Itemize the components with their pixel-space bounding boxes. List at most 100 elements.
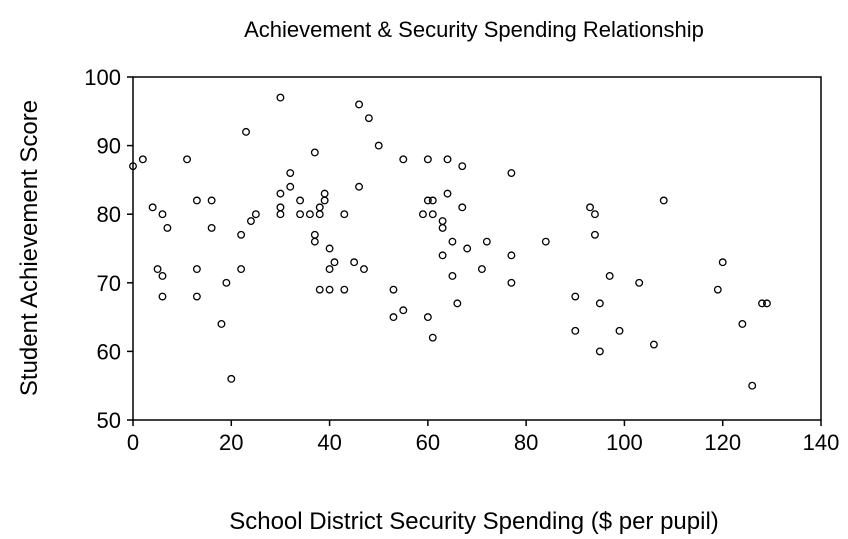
- data-point: [428, 196, 437, 205]
- data-point: [571, 292, 580, 301]
- y-tick-label: 70: [97, 271, 121, 296]
- y-axis-label: Student Achievement Score: [16, 100, 43, 396]
- data-point: [207, 196, 216, 205]
- data-point: [246, 217, 255, 226]
- data-point: [296, 210, 305, 219]
- data-point: [438, 217, 447, 226]
- data-point: [222, 278, 231, 287]
- data-point: [590, 230, 599, 239]
- data-point: [507, 278, 516, 287]
- data-point: [605, 271, 614, 280]
- y-tick-label: 50: [97, 408, 121, 433]
- data-point: [423, 313, 432, 322]
- data-point: [158, 292, 167, 301]
- data-point: [482, 237, 491, 246]
- data-point: [330, 258, 339, 267]
- data-point: [586, 203, 594, 212]
- data-point: [325, 244, 334, 253]
- data-point: [320, 196, 329, 205]
- data-point: [158, 210, 167, 219]
- data-point: [507, 251, 516, 260]
- x-tick-label: 120: [704, 430, 741, 455]
- data-point: [649, 340, 658, 349]
- data-point: [315, 285, 324, 294]
- data-point: [659, 196, 668, 205]
- data-point: [355, 100, 364, 109]
- data-point: [399, 306, 408, 315]
- data-point: [758, 299, 766, 308]
- data-point: [453, 299, 462, 308]
- data-point: [207, 223, 216, 232]
- data-point: [399, 155, 408, 164]
- y-tick-label: 60: [97, 339, 121, 364]
- data-point: [242, 127, 250, 136]
- data-point: [355, 182, 364, 191]
- data-point: [320, 189, 329, 198]
- data-point: [183, 155, 192, 164]
- x-tick-label: 0: [127, 430, 139, 455]
- data-point: [374, 141, 383, 150]
- data-point: [163, 223, 172, 232]
- x-axis: 0 20 40 60 80 100 120 140: [127, 420, 839, 455]
- data-point: [443, 155, 452, 164]
- data-point: [635, 278, 644, 287]
- chart-title: Achievement & Security Spending Relation…: [244, 17, 704, 42]
- data-point: [350, 258, 359, 267]
- data-point: [438, 251, 447, 260]
- data-point: [340, 285, 349, 294]
- data-point: [340, 210, 349, 219]
- data-point: [428, 210, 437, 219]
- data-point: [448, 271, 457, 280]
- y-tick-label: 90: [97, 134, 121, 159]
- data-point: [748, 381, 757, 390]
- data-point: [286, 182, 295, 191]
- x-tick-label: 40: [317, 430, 341, 455]
- y-axis: 50 60 70 80 90 100: [84, 65, 133, 433]
- x-tick-label: 100: [606, 430, 643, 455]
- data-point: [571, 326, 580, 335]
- data-point: [148, 203, 157, 212]
- data-point: [276, 210, 285, 219]
- data-point: [507, 169, 516, 177]
- data-point: [762, 299, 771, 308]
- data-point: [428, 333, 437, 342]
- x-tick-label: 20: [219, 430, 243, 455]
- data-point: [389, 285, 398, 294]
- data-point: [595, 299, 604, 308]
- data-point: [315, 210, 324, 219]
- data-point: [463, 244, 472, 253]
- data-point: [438, 223, 447, 232]
- data-point: [738, 320, 747, 328]
- data-point: [237, 230, 246, 239]
- x-tick-label: 140: [803, 430, 840, 455]
- data-point: [192, 292, 201, 301]
- data-point: [718, 258, 727, 267]
- data-point: [325, 285, 334, 294]
- data-point: [276, 93, 285, 102]
- data-point: [158, 271, 167, 280]
- data-point: [138, 155, 147, 164]
- data-point: [448, 237, 457, 246]
- data-point: [310, 230, 319, 239]
- data-point: [443, 189, 452, 198]
- data-point: [615, 326, 624, 335]
- data-point: [423, 155, 432, 164]
- x-tick-label: 60: [416, 430, 440, 455]
- data-point: [276, 189, 285, 198]
- data-point: [423, 196, 432, 205]
- data-point: [418, 210, 427, 219]
- data-point: [251, 210, 260, 219]
- data-point: [713, 285, 722, 294]
- data-point: [296, 196, 305, 205]
- data-point: [590, 210, 599, 219]
- y-tick-label: 100: [84, 65, 121, 90]
- data-point: [310, 148, 319, 157]
- data-point: [477, 265, 486, 274]
- x-tick-label: 80: [514, 430, 538, 455]
- data-point: [315, 203, 324, 212]
- data-point: [286, 169, 295, 177]
- data-point: [458, 203, 467, 212]
- data-points: [129, 93, 771, 390]
- data-point: [364, 114, 373, 123]
